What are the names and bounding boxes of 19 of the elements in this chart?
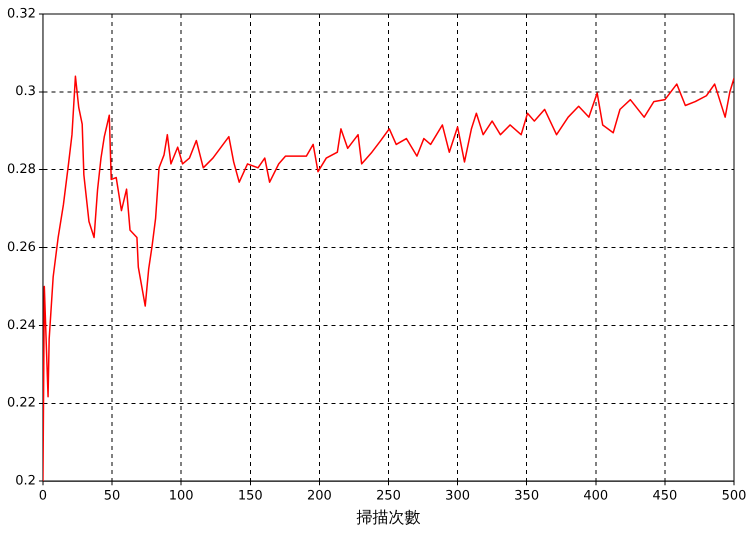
y-tick-label: 0.28: [6, 162, 36, 178]
x-tick-label: 0: [38, 488, 48, 504]
y-tick-label: 0.24: [6, 318, 36, 333]
y-tick-label: 0.2: [15, 474, 36, 489]
x-tick-label: 50: [104, 488, 120, 504]
x-tick-label: 350: [514, 488, 540, 504]
y-tick-label: 0.32: [6, 6, 36, 22]
x-tick-label: 300: [445, 488, 470, 504]
x-tick-label: 150: [238, 488, 263, 504]
y-tick-label: 0.3: [15, 84, 36, 100]
x-tick-label: 400: [583, 488, 608, 504]
y-tick-label: 0.26: [6, 240, 36, 255]
x-tick-label: 500: [722, 488, 746, 504]
x-tick-label: 250: [376, 488, 401, 504]
x-tick-label: 200: [306, 488, 332, 504]
x-axis-title: 掃描次數: [356, 508, 420, 527]
y-tick-label: 0.22: [6, 396, 36, 411]
x-tick-label: 100: [168, 488, 194, 504]
x-tick-label: 450: [652, 488, 678, 504]
